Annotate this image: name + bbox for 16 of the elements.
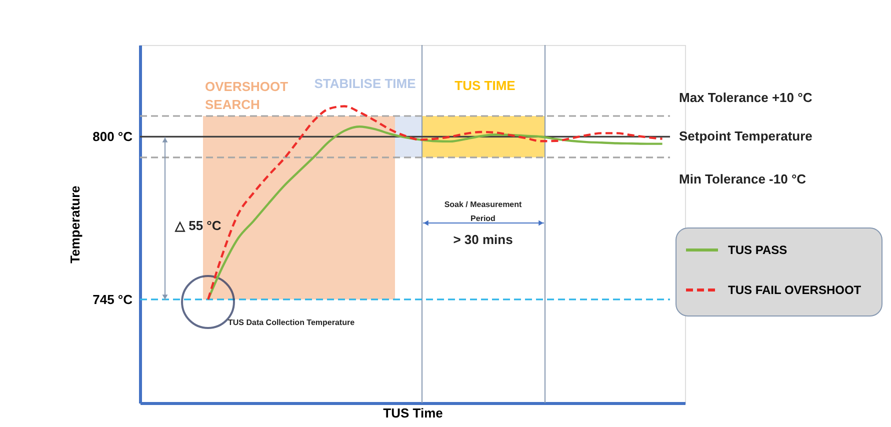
- band-label: STABILISE TIME: [314, 76, 416, 91]
- legend-label: TUS FAIL OVERSHOOT: [728, 283, 862, 297]
- ref-line-label: Max Tolerance +10 °C: [679, 90, 813, 106]
- legend-label: TUS PASS: [728, 243, 788, 257]
- ref-line-label: Setpoint Temperature: [679, 128, 812, 144]
- annotation: > 30 mins: [453, 232, 513, 247]
- annotation: △ 55 °C: [174, 218, 222, 233]
- ref-line-label: Min Tolerance -10 °C: [679, 171, 807, 186]
- band-label: TUS TIME: [454, 78, 516, 93]
- band-label: OVERSHOOT SEARCH: [205, 79, 288, 112]
- y-axis-title: Temperature: [68, 186, 83, 264]
- annotation: TUS Data Collection Temperature: [228, 318, 356, 327]
- y-tick-label: 800 °C: [92, 129, 134, 144]
- annotation: Soak / Measurement Period: [444, 200, 522, 223]
- x-axis-title: TUS Time: [383, 406, 443, 420]
- y-tick-label: 745 °C: [92, 292, 134, 307]
